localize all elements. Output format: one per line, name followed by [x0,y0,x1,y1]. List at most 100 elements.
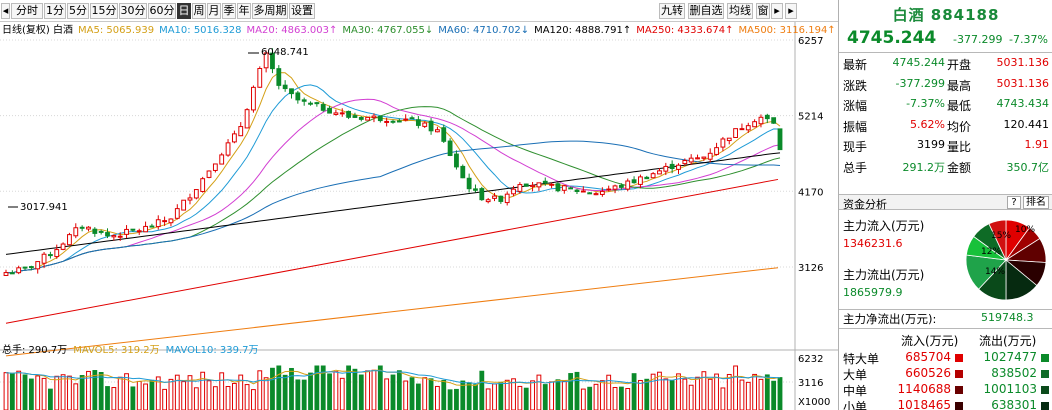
candle-body [41,253,47,264]
candle-body [358,117,364,120]
volume-bar [48,388,53,410]
volume-bar [752,373,758,410]
candle-body [473,188,478,191]
volume-bar [111,387,117,410]
quote-value: 5031.136 [996,76,1050,90]
period-button[interactable]: 季 [222,3,236,19]
candle-body [498,195,504,202]
volume-legend-item: MAVOL10: 339.7万 [166,345,259,356]
tool-button[interactable]: 窗 [756,3,770,19]
candle-body [54,249,60,258]
candle-body [339,112,345,115]
price-tick-label: 6257 [798,36,823,47]
candle-body [688,157,694,163]
quote-value: 5031.136 [996,56,1050,69]
tool-button[interactable]: 均线 [727,3,753,19]
candle-body [441,127,447,142]
candle-body [542,180,548,184]
candle-body [511,188,516,195]
candle-body [587,192,593,195]
candle-body [422,122,428,127]
period-button[interactable]: 分时 [11,3,43,19]
volume-bar [289,367,294,410]
volume-bar [206,380,212,410]
quote-label: 最高 [947,78,972,93]
volume-bar [739,379,745,410]
help-button[interactable]: ? [1007,196,1021,209]
period-button[interactable]: 多周期 [252,3,288,19]
quote-value: 3199 [917,138,945,151]
quote-label: 涨幅 [843,99,868,113]
period-button[interactable]: 周 [192,3,206,19]
candle-body [644,176,650,180]
tool-button[interactable]: 九转 [659,3,685,19]
candle-body [650,173,656,179]
outflow-value: 1001103 [983,382,1037,396]
period-button[interactable]: 5分 [67,3,89,19]
volume-bar [16,370,22,410]
prev-arrow-button[interactable]: ◂ [1,3,10,19]
volume-legend-item: MAVOL5: 319.2万 [73,345,159,356]
period-button[interactable]: 年 [237,3,251,19]
candle-body [485,199,491,203]
volume-bar [270,367,275,410]
candle-body [9,272,15,275]
outflow-color-swatch [1041,354,1049,362]
candle-body [384,120,390,123]
volume-bar [79,375,85,410]
tool-button[interactable]: 删自选 [688,3,724,19]
divider [839,328,1052,329]
period-button[interactable]: 60分 [148,3,176,19]
pie-slice [988,219,1007,261]
candle-body [390,120,396,123]
inflow-column-header: 流入(万元) [901,334,959,348]
volume-bar [498,381,504,410]
outflow-color-swatch [1041,386,1049,394]
main-inflow-label: 主力流入(万元) [843,219,925,233]
expand-arrow-button[interactable]: ▸ [785,3,797,19]
period-button[interactable]: 设置 [289,3,315,19]
volume-bar [511,378,516,410]
volume-bar [333,371,339,410]
candle-body [251,86,256,111]
period-button[interactable]: 日 [177,3,191,19]
period-button[interactable]: 1分 [44,3,66,19]
candle-body [663,165,669,172]
candle-body [225,142,231,156]
volume-bar [676,373,681,410]
candle-body [111,235,117,238]
candle-body [231,133,237,143]
high-annotation: 6048.741 [261,47,309,58]
outflow-color-swatch [1041,370,1049,378]
candle-body [631,179,637,184]
period-button[interactable]: 30分 [119,3,147,19]
candle-body [720,138,726,148]
candle-body [758,116,764,125]
candle-body [28,266,34,269]
volume-bar [320,365,326,410]
volume-bar [143,383,148,410]
inflow-value: 685704 [905,350,951,364]
ma-line [5,106,781,274]
candle-body [92,228,98,234]
candle-body [124,228,129,235]
candle-body [555,183,561,192]
candle-body [454,153,459,168]
kline-chart[interactable]: 6257 5214 4170 3126 日线(复权) 白酒 MA5: 5065.939 MA… [0,22,838,410]
volume-bar [371,369,377,410]
volume-bar [162,388,168,410]
outflow-value: 638301 [991,398,1037,410]
rank-button[interactable]: 排名 [1023,196,1049,209]
volume-bar [35,375,41,410]
candle-body [155,219,161,228]
volume-bar [441,379,447,410]
volume-bar [263,377,269,410]
volume-bar [365,370,371,410]
period-button[interactable]: 15分 [90,3,118,19]
next-arrow-button[interactable]: ▸ [771,3,783,19]
ma-line [5,98,781,274]
period-button[interactable]: 月 [207,3,221,19]
volume-bar [606,374,612,410]
volume-bar [41,377,47,410]
candle-body [612,185,618,190]
